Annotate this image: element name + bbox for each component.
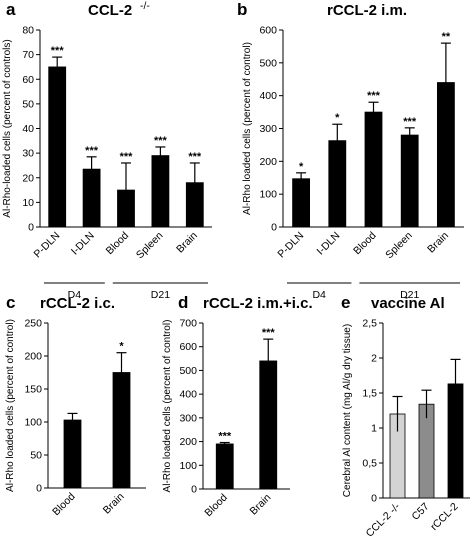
panel-a-group-label-1: D21 — [151, 289, 170, 301]
panel-b-y-tick-label: 600 — [259, 25, 277, 37]
panel-b-significance-0: * — [299, 161, 304, 173]
panel-a-bar-3 — [151, 155, 170, 228]
panel-b-category-label-4: Brain — [425, 230, 451, 256]
panel-b-bar-2 — [364, 111, 383, 228]
panel-b-significance-3: *** — [403, 116, 417, 128]
panel-e-y-tick-label: 2 — [371, 353, 377, 365]
panel-a-y-tick-label: 40 — [22, 123, 34, 135]
panel-b-significance-4: ** — [442, 31, 451, 43]
panel-a-group-label-0: D4 — [68, 289, 82, 301]
panel-d-category-label-0: Blood — [202, 492, 230, 520]
panel-a-y-label: Al-Rho-loaded cells (percent of controls… — [2, 39, 13, 217]
panel-b-y-tick-label: 500 — [259, 57, 277, 69]
panel-a-significance-0: *** — [51, 45, 65, 57]
panel-b-y-label: Al-Rho loaded cells (percent of control) — [242, 42, 253, 215]
panel-e-category-label-1: C57 — [410, 501, 432, 523]
panel-a-significance-3: *** — [154, 135, 168, 147]
panel-d-y-tick-label: 400 — [179, 389, 197, 401]
panel-b-category-label-0: P-DLN — [275, 230, 306, 261]
panel-b-title: rCCL-2 i.m. — [327, 2, 407, 19]
panel-c-category-label-1: Brain — [101, 491, 127, 517]
panel-b-bar-3 — [400, 134, 419, 228]
panel-c-y-tick-label: 100 — [24, 417, 42, 429]
panel-c-y-tick-label: 200 — [24, 351, 42, 363]
panel-c-y-tick-label: 50 — [30, 450, 42, 462]
panel-b-group-label-0: D4 — [312, 289, 326, 301]
panel-b-category-label-2: Blood — [351, 230, 379, 258]
panel-e-y-tick-label: 2,5 — [362, 318, 377, 330]
panel-e-y-tick-label: 1 — [371, 423, 377, 435]
panel-d-title: rCCL-2 i.m.+i.c. — [203, 295, 313, 312]
panel-a-y-tick-label: 50 — [22, 98, 34, 110]
panel-b-y-tick-label: 0 — [271, 222, 277, 234]
panel-c-significance-1: * — [119, 341, 124, 353]
panel-d-y-tick-label: 700 — [179, 318, 197, 330]
panel-d-bar-0 — [215, 443, 234, 490]
panel-c-y-label: Al-Rho loaded cells (percent of control) — [5, 319, 16, 492]
panel-a-y-tick-label: 20 — [22, 172, 34, 184]
panel-e-y-label: Cerebral Al content (mg Al/g dry tissue) — [342, 324, 353, 497]
panel-a-category-label-2: Blood — [104, 230, 132, 258]
panel-b-y-tick-label: 300 — [259, 123, 277, 135]
panel-c-y-tick-label: 150 — [24, 384, 42, 396]
panel-a-category-label-0: P-DLN — [32, 230, 63, 261]
panel-e-y-tick-label: 0 — [371, 493, 377, 505]
panel-b-category-label-1: I-DLN — [315, 230, 343, 258]
panel-d-letter: d — [178, 293, 188, 312]
panel-a-category-label-1: I-DLN — [69, 230, 97, 258]
panel-e-bar-1 — [418, 403, 435, 499]
panel-d-y-tick-label: 600 — [179, 341, 197, 353]
panel-b-letter: b — [237, 0, 247, 19]
panel-a-significance-4: *** — [188, 151, 202, 163]
panel-e-title: vaccine Al — [371, 295, 445, 312]
panel-a-y-tick-label: 30 — [22, 148, 34, 160]
panel-b-y-tick-label: 400 — [259, 90, 277, 102]
panel-d-significance-0: *** — [218, 431, 232, 443]
panel-b-bar-0 — [292, 178, 311, 228]
panel-e-category-label-0: CCL-2 -/- — [364, 500, 403, 539]
panel-c-letter: c — [6, 293, 15, 312]
panel-c-title: rCCL-2 i.c. — [40, 295, 115, 312]
panel-e-y-tick-label: 0,5 — [362, 458, 377, 470]
panel-d-y-label: Al-Rho loaded cells (percent of control) — [162, 320, 173, 493]
panel-a-letter: a — [6, 0, 16, 19]
panel-a-y-tick-label: 0 — [28, 222, 34, 234]
panel-c-bar-0 — [63, 419, 82, 489]
panel-d-significance-1: *** — [262, 327, 276, 339]
panel-d-y-tick-label: 300 — [179, 412, 197, 424]
panel-a-y-tick-label: 70 — [22, 49, 34, 61]
panel-b-category-label-3: Spleen — [383, 230, 415, 262]
panel-e-y-tick-label: 1,5 — [362, 388, 377, 400]
panel-c-category-label-0: Blood — [50, 491, 78, 519]
panel-a-significance-1: *** — [85, 145, 99, 157]
panel-a-bar-0 — [48, 66, 67, 228]
panel-a-y-tick-label: 80 — [22, 25, 34, 37]
panel-d-y-tick-label: 200 — [179, 436, 197, 448]
panel-b-significance-2: *** — [367, 90, 381, 102]
panel-a-y-tick-label: 10 — [22, 197, 34, 209]
panel-e-category-label-2: rCCL-2 — [428, 501, 461, 534]
panel-c-y-tick-label: 250 — [24, 318, 42, 330]
panel-b-y-tick-label: 100 — [259, 189, 277, 201]
panel-e-letter: e — [341, 293, 350, 312]
panel-b-significance-1: * — [335, 112, 340, 124]
panel-d-y-tick-label: 100 — [179, 460, 197, 472]
panel-c-y-tick-label: 0 — [36, 483, 42, 495]
panel-b-group-label-1: D21 — [400, 289, 419, 301]
panel-d-y-tick-label: 0 — [191, 484, 197, 496]
panel-b-y-tick-label: 200 — [259, 156, 277, 168]
panel-a-category-label-4: Brain — [174, 230, 200, 256]
panel-a-category-label-3: Spleen — [134, 230, 166, 262]
panel-a-title-superscript: -/- — [140, 0, 150, 12]
panel-a-title: CCL-2 — [88, 2, 132, 19]
panel-d-y-tick-label: 500 — [179, 365, 197, 377]
panel-a-significance-2: *** — [120, 151, 134, 163]
panel-a-y-tick-label: 60 — [22, 74, 34, 86]
panel-d-category-label-1: Brain — [248, 492, 274, 518]
